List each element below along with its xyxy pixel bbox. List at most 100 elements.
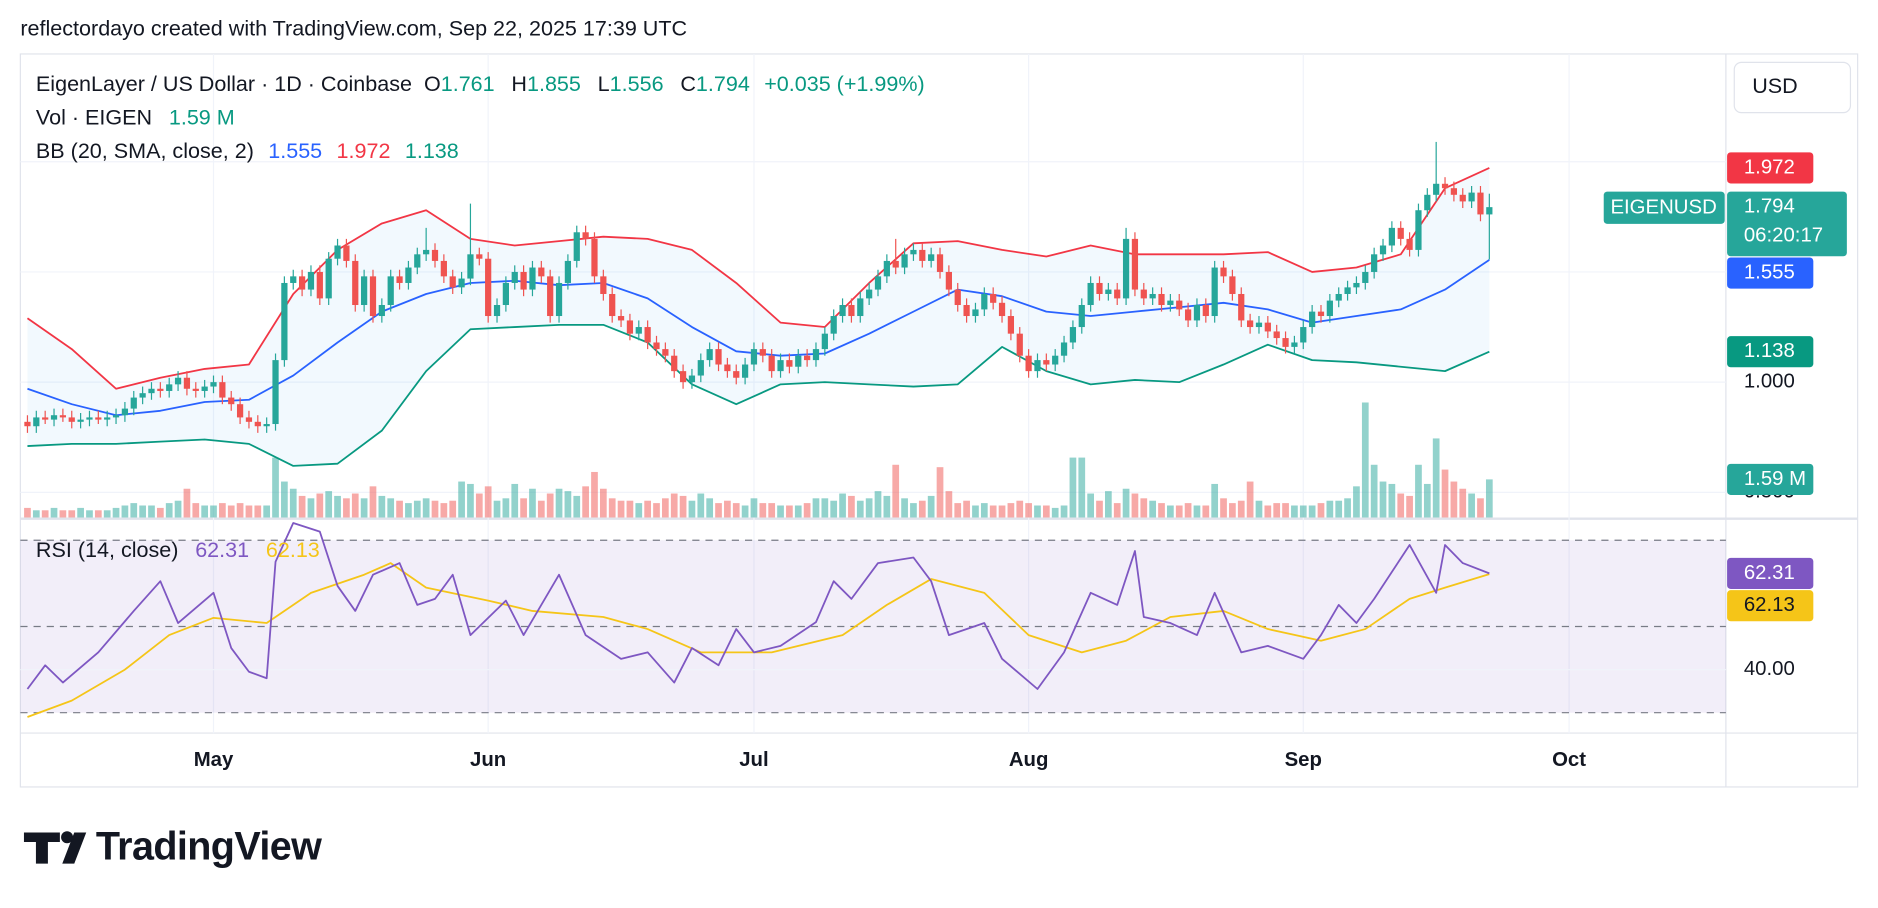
volume-bar xyxy=(537,500,545,518)
volume-bar xyxy=(803,503,811,518)
candle-body xyxy=(857,298,864,317)
candle-body xyxy=(1388,227,1395,246)
candle-body xyxy=(866,289,873,299)
volume-bar xyxy=(245,505,253,518)
volume-bar xyxy=(1175,505,1183,518)
volume-bar xyxy=(351,493,359,518)
candle-body xyxy=(564,260,572,283)
change-value: +0.035 (+1.99%) xyxy=(764,71,925,96)
candle-body xyxy=(1052,355,1059,365)
volume-bar xyxy=(1273,503,1281,518)
volume-name: Vol · EIGEN xyxy=(36,104,152,129)
price-tag-label: 1.972 xyxy=(1744,156,1795,178)
candle-body xyxy=(697,360,704,376)
candle-body xyxy=(228,397,235,405)
currency[interactable]: USD xyxy=(1752,73,1798,98)
candle-body xyxy=(485,258,492,317)
volume-bar xyxy=(316,493,324,518)
price-pane xyxy=(24,141,1493,518)
candle-body xyxy=(972,309,979,317)
volume-bar xyxy=(1105,491,1112,518)
volume-bar xyxy=(945,491,953,518)
candle-body xyxy=(954,289,961,306)
candle-body xyxy=(219,382,226,398)
candle-body xyxy=(635,327,642,334)
volume-bar xyxy=(910,503,917,518)
volume-bar xyxy=(662,498,669,518)
price-tags: 1.972 1.794 06:20:17 EIGENUSD 1.555 1.138 1.59… xyxy=(1603,152,1847,622)
volume-bar xyxy=(901,498,908,518)
volume-bar xyxy=(865,498,873,518)
candle-body xyxy=(1122,238,1130,299)
close-value: 1.794 xyxy=(696,71,750,96)
candle-body xyxy=(405,267,412,283)
candle-body xyxy=(768,355,775,372)
x-tick-label: Oct xyxy=(1552,749,1586,771)
candle-body xyxy=(706,349,713,361)
price-tag xyxy=(1727,463,1814,495)
volume-bar xyxy=(520,498,527,518)
price-tag xyxy=(1727,557,1814,589)
volume-bar xyxy=(449,500,457,518)
volume-bar xyxy=(289,488,297,518)
volume-bar xyxy=(183,488,191,518)
candle-body xyxy=(848,305,855,317)
watermark: reflectordayo created with TradingView.c… xyxy=(20,16,687,41)
candle-body xyxy=(431,249,439,261)
volume-bar xyxy=(599,488,607,518)
bb-name: BB (20, SMA, close, 2) xyxy=(36,138,254,163)
candle-body xyxy=(981,293,988,310)
candle-body xyxy=(378,305,385,317)
volume-bar xyxy=(32,510,40,518)
logo-mark xyxy=(62,832,87,864)
volume-bar xyxy=(1211,483,1219,518)
volume-bar xyxy=(1361,402,1369,518)
currency-button[interactable] xyxy=(1733,61,1852,114)
volume-bar xyxy=(1113,503,1121,518)
volume-bar xyxy=(396,500,403,518)
volume-bar xyxy=(1282,503,1289,518)
rsi-value: 62.31 xyxy=(195,537,249,562)
candle-body xyxy=(263,424,270,427)
volume-bar xyxy=(1326,500,1334,518)
volume-bar xyxy=(254,505,262,518)
volume-value: 1.59 M xyxy=(169,104,235,129)
candle-body xyxy=(724,364,731,372)
volume-bar xyxy=(1184,503,1192,518)
candle-body xyxy=(325,258,332,299)
volume-bar xyxy=(1485,479,1493,518)
candle-body xyxy=(733,371,740,378)
candle-body xyxy=(821,333,828,350)
candle-body xyxy=(1176,300,1183,310)
volume-bar xyxy=(263,505,271,518)
volume-bar xyxy=(413,500,421,518)
candle-body xyxy=(963,305,970,317)
candle-body xyxy=(1114,289,1121,299)
candle-body xyxy=(874,276,882,290)
volume-bar xyxy=(1158,503,1165,518)
volume-bar xyxy=(68,510,76,518)
bb-basis-value: 1.555 xyxy=(268,138,322,163)
volume-bar xyxy=(529,488,536,518)
candle-body xyxy=(298,276,306,290)
rsi-pane xyxy=(20,522,1726,718)
candle-body xyxy=(892,260,899,268)
candle-body xyxy=(928,254,935,261)
volume-bar xyxy=(1167,505,1174,518)
price-tag xyxy=(1727,336,1814,368)
candle-body xyxy=(1468,192,1475,202)
brand-logo: TradingView xyxy=(23,825,323,869)
candle-body xyxy=(1362,271,1369,283)
candle-body xyxy=(547,276,554,317)
bb-line xyxy=(27,259,1490,417)
high-value: 1.855 xyxy=(527,71,581,96)
volume-bar xyxy=(1193,505,1201,518)
volume-bar xyxy=(1069,457,1077,518)
volume-bar xyxy=(1335,500,1343,518)
volume-bar xyxy=(1299,505,1307,518)
volume-bar xyxy=(201,505,209,518)
volume-bar xyxy=(1441,469,1449,518)
low-value: 1.556 xyxy=(610,71,664,96)
candle-body xyxy=(582,232,589,239)
volume-bar xyxy=(1078,457,1086,518)
